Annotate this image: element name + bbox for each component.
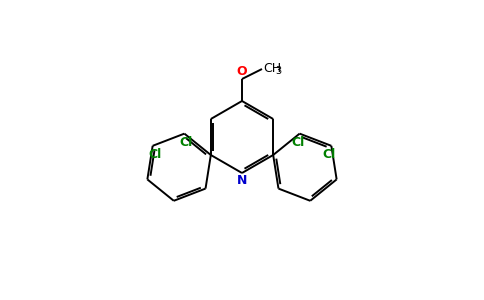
Text: N: N [237,174,247,187]
Text: Cl: Cl [180,136,193,148]
Text: Cl: Cl [323,148,336,161]
Text: O: O [237,65,247,78]
Text: Cl: Cl [291,136,304,148]
Text: CH: CH [263,61,281,74]
Text: 3: 3 [275,66,281,76]
Text: Cl: Cl [148,148,161,161]
